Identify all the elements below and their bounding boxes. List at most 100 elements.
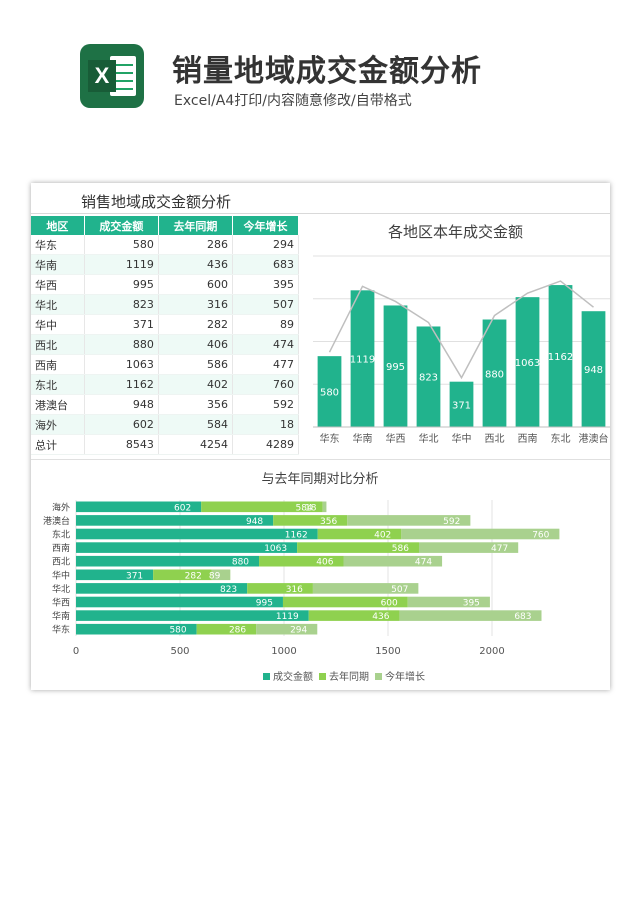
data-label: 683: [514, 612, 531, 622]
data-label: 402: [374, 531, 391, 541]
table-cell[interactable]: 592: [232, 394, 300, 415]
table-cell[interactable]: 华东: [31, 235, 85, 255]
table-cell[interactable]: 395: [232, 274, 300, 295]
data-label: 282: [185, 571, 202, 581]
table-cell[interactable]: 华西: [31, 274, 85, 295]
bar-segment: [273, 515, 348, 526]
table-cell[interactable]: 89: [232, 314, 300, 335]
table-cell[interactable]: 4254: [158, 434, 233, 455]
excel-icon: X: [80, 44, 144, 108]
legend-swatch: [263, 673, 270, 680]
total-row: 总计 8543 4254 4289: [31, 434, 300, 455]
table-cell[interactable]: 406: [158, 334, 233, 355]
bar-segment: [76, 610, 309, 621]
table-cell[interactable]: 474: [232, 334, 300, 355]
table-cell[interactable]: 995: [84, 274, 159, 295]
data-label: 294: [290, 626, 307, 636]
bar: [416, 326, 441, 427]
table-cell[interactable]: 1162: [84, 374, 159, 395]
category-label: 海外: [52, 501, 70, 513]
bar-segment: [76, 583, 248, 594]
table-body: 华东 580 286 294 华南 1119 436 683 华西 995 600 395 华北 823 3…: [31, 235, 300, 455]
table-cell[interactable]: 华南: [31, 254, 85, 275]
table-cell[interactable]: 286: [158, 235, 233, 255]
bar-segment: [256, 623, 318, 635]
bar-segment: [76, 596, 283, 608]
region-amount-chart-svg: 各地区本年成交金额 580 华东 1119 华南 995 华西 823 华北 371 华中 880 西北…: [313, 223, 610, 445]
bar: [482, 319, 507, 427]
table-cell[interactable]: 683: [232, 254, 300, 275]
table-cell[interactable]: 477: [232, 354, 300, 375]
table-row: 华东 580 286 294: [31, 235, 300, 255]
table-cell[interactable]: 18: [232, 414, 300, 435]
table-row: 东北 1162 402 760: [31, 374, 300, 395]
table-cell[interactable]: 580: [84, 235, 159, 255]
tick-label: 华中: [452, 432, 472, 445]
data-label: 356: [320, 517, 337, 527]
table-cell[interactable]: 600: [158, 274, 233, 295]
tick-label: 1000: [271, 646, 296, 657]
table-cell[interactable]: 1063: [84, 354, 159, 375]
table-cell[interactable]: 东北: [31, 374, 85, 395]
table-cell[interactable]: 海外: [31, 414, 85, 435]
table-cell[interactable]: 总计: [31, 434, 85, 455]
category-label: 华南: [52, 610, 70, 622]
data-label: 1162: [285, 531, 308, 541]
tick-label: 2000: [479, 646, 504, 657]
table-cell[interactable]: 760: [232, 374, 300, 395]
table-cell[interactable]: 316: [158, 294, 233, 315]
table-cell[interactable]: 4289: [232, 434, 300, 455]
table-cell[interactable]: 507: [232, 294, 300, 315]
table-cell[interactable]: 356: [158, 394, 233, 415]
data-label: 1119: [350, 355, 375, 366]
spreadsheet-card: 销售地域成交金额分析 地区 成交金额 去年同期 今年增长 华东 580 286 294…: [31, 183, 610, 690]
bar-segment: [282, 596, 408, 608]
table-cell[interactable]: 294: [232, 235, 300, 255]
table-cell[interactable]: 西北: [31, 334, 85, 355]
table-cell[interactable]: 402: [158, 374, 233, 395]
data-label: 592: [443, 517, 460, 527]
tick-label: 港澳台: [579, 432, 609, 445]
bar-segment: [347, 515, 471, 526]
data-label: 995: [256, 599, 273, 609]
bar-segment: [76, 515, 274, 526]
legend-swatch: [375, 673, 382, 680]
bar: [449, 381, 474, 427]
table-cell[interactable]: 823: [84, 294, 159, 315]
bar-segment: [297, 542, 419, 553]
data-label: 823: [220, 585, 237, 595]
table-cell[interactable]: 602: [84, 414, 159, 435]
bar: [383, 305, 408, 427]
series-line: [328, 280, 594, 380]
table-cell[interactable]: 584: [158, 414, 233, 435]
data-label: 89: [209, 571, 221, 581]
bar-segment: [259, 555, 344, 567]
tick-label: 500: [170, 646, 189, 657]
table-cell[interactable]: 880: [84, 334, 159, 355]
bar-segment: [153, 569, 212, 581]
table-cell[interactable]: 华北: [31, 294, 85, 315]
bar-segment: [399, 610, 542, 621]
tick-label: 东北: [551, 432, 571, 445]
data-label: 436: [372, 612, 389, 622]
data-table: 地区 成交金额 去年同期 今年增长 华东 580 286 294 华南 1119 436 68…: [31, 216, 300, 455]
table-cell[interactable]: 371: [84, 314, 159, 335]
tick-label: 0: [73, 646, 79, 657]
bar: [548, 285, 573, 427]
table-cell[interactable]: 1119: [84, 254, 159, 275]
table-cell[interactable]: 西南: [31, 354, 85, 375]
bar-segment: [76, 528, 318, 540]
table-cell[interactable]: 华中: [31, 314, 85, 335]
table-cell[interactable]: 948: [84, 394, 159, 415]
table-cell[interactable]: 282: [158, 314, 233, 335]
column-header: 去年同期: [158, 216, 233, 235]
table-cell[interactable]: 436: [158, 254, 233, 275]
bar-segment: [317, 528, 402, 540]
page-title: 销量地域成交金额分析: [172, 54, 482, 89]
table-cell[interactable]: 港澳台: [31, 394, 85, 415]
bar-segment: [312, 583, 419, 594]
table-cell[interactable]: 586: [158, 354, 233, 375]
table-cell[interactable]: 8543: [84, 434, 159, 455]
data-label: 1119: [276, 612, 299, 622]
legend-label: 去年同期: [329, 670, 369, 683]
